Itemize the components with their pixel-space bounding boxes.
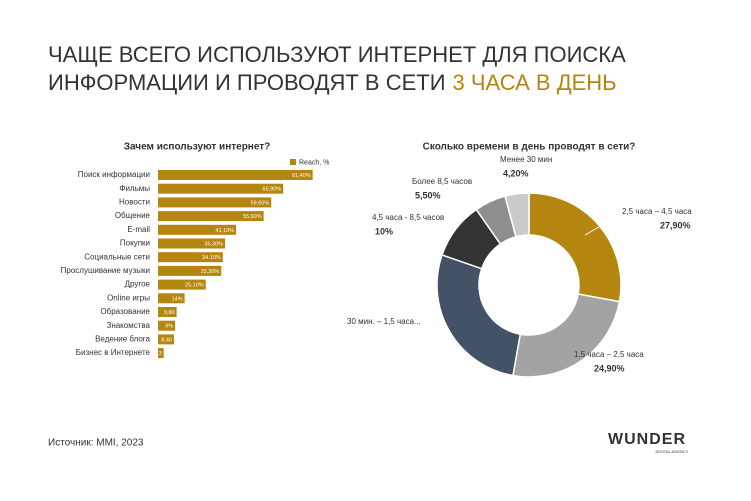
slice-value: 10%	[375, 226, 393, 236]
bar	[158, 307, 177, 317]
category-label: Прослушивание музыки	[61, 266, 150, 275]
value-label: 8,40	[161, 337, 172, 343]
slice-label: Менее 30 мин	[500, 155, 552, 164]
value-label: 3	[159, 351, 162, 357]
leader-line	[584, 215, 619, 236]
donut-slice	[528, 192, 622, 303]
slice-value: 24,90%	[594, 363, 625, 373]
slice-value: 5,50%	[415, 190, 441, 200]
bar	[158, 197, 272, 208]
bar	[158, 170, 313, 180]
chart-title: Зачем используют интернет?	[124, 142, 271, 153]
bar	[158, 224, 237, 235]
category-label: Новости	[119, 198, 150, 207]
title-text: ИНФОРМАЦИИ И ПРОВОДЯТ В СЕТИ	[48, 70, 446, 95]
category-label: Поиск информации	[78, 170, 150, 179]
category-label: Другое	[125, 280, 151, 289]
value-label: 35,30%	[204, 241, 223, 247]
category-label: Online игры	[107, 293, 150, 302]
bar	[158, 265, 222, 276]
category-label: Фильмы	[119, 184, 150, 193]
category-label: Знакомства	[106, 321, 150, 330]
logo-sub: DIGITAL AGENCY	[656, 449, 689, 454]
donut-slice	[436, 253, 522, 377]
category-label: Бизнес в Интернете	[76, 348, 151, 357]
bar	[158, 320, 176, 331]
legend-label: Reach, %	[299, 159, 329, 166]
slice-label: 1,5 часа – 2,5 часа	[574, 350, 644, 359]
value-label: 25,10%	[185, 283, 204, 289]
slice-label: 30 мин. – 1,5 часа...	[347, 317, 421, 326]
title-line: ЧАЩЕ ВСЕГО ИСПОЛЬЗУЮТ ИНТЕРНЕТ ДЛЯ ПОИСК…	[48, 42, 626, 67]
donut-slice	[512, 293, 621, 378]
slice-label: 4,5 часа - 8,5 часов	[372, 213, 444, 222]
value-label: 65,90%	[263, 187, 282, 193]
bar	[158, 279, 206, 290]
value-label: 59,60%	[251, 200, 270, 206]
category-label: Социальные сети	[84, 252, 150, 261]
value-label: 41,10%	[215, 228, 234, 234]
category-label: Ведение блога	[95, 335, 150, 344]
slice-label: 2,5 часа – 4,5 часа	[622, 207, 692, 216]
bar	[158, 252, 223, 263]
donut-slice	[504, 192, 530, 238]
bar	[158, 293, 185, 304]
value-label: 9%	[165, 324, 173, 330]
source: Источник: MMI, 2023	[48, 438, 144, 449]
category-label: E-mail	[127, 225, 150, 234]
title-highlight: 3 ЧАСА В ДЕНЬ	[453, 70, 617, 95]
legend-swatch	[290, 159, 296, 165]
title-line: ИНФОРМАЦИИ И ПРОВОДЯТ В СЕТИ 3 ЧАСА В ДЕН…	[48, 70, 617, 95]
bar	[158, 238, 226, 249]
value-label: 33,30%	[201, 269, 220, 275]
slice-label: Более 8,5 часов	[412, 177, 472, 186]
slice-value: 4,20%	[503, 168, 529, 178]
logo: WUNDER	[608, 431, 686, 448]
value-label: 34,10%	[202, 255, 221, 261]
value-label: 14%	[172, 296, 183, 302]
bar	[158, 334, 174, 345]
category-label: Образование	[100, 307, 150, 316]
value-label: 55,60%	[243, 214, 262, 220]
chart-title: Сколько времени в день проводят в сети?	[423, 142, 636, 153]
slice-value: 27,90%	[660, 220, 691, 230]
value-label: 9,80	[164, 310, 175, 316]
category-label: Общение	[115, 211, 151, 220]
bar	[158, 348, 164, 359]
bar	[158, 183, 284, 194]
bar	[158, 211, 264, 222]
value-label: 81,40%	[292, 173, 311, 179]
category-label: Покупки	[120, 239, 150, 248]
